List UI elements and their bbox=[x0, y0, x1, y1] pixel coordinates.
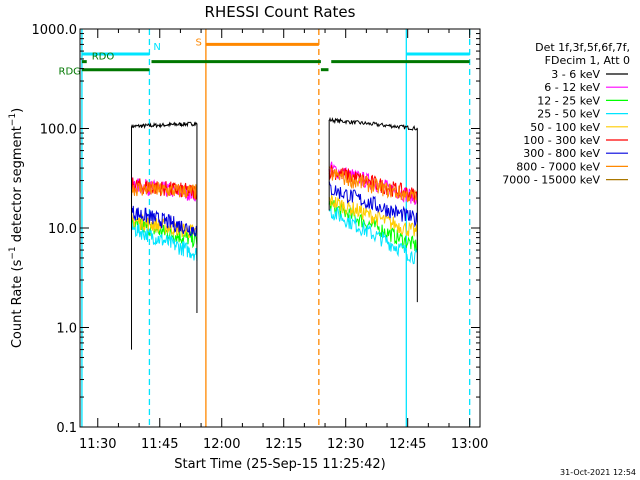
legend-header: Det 1f,3f,5f,6f,7f, bbox=[535, 41, 630, 54]
x-tick-label: 12:30 bbox=[327, 437, 364, 452]
series-line bbox=[328, 166, 418, 203]
x-tick-label: 11:45 bbox=[141, 437, 178, 452]
legend-entry-label: 7000 - 15000 keV bbox=[502, 174, 600, 187]
series-line bbox=[131, 177, 198, 200]
y-axis: 0.1 1.0 10.0 100.0 1000.0 bbox=[32, 23, 480, 436]
footer-timestamp: 31-Oct-2021 12:54 bbox=[560, 468, 636, 477]
y-axis-label-superscript: −1 bbox=[8, 246, 18, 259]
x-axis-label: Start Time (25-Sep-15 11:25:42) bbox=[174, 457, 385, 472]
legend-entry-label: 3 - 6 keV bbox=[551, 68, 600, 81]
series-lines bbox=[131, 116, 418, 350]
legend-entry-label: 25 - 50 keV bbox=[537, 108, 600, 121]
x-tick-label: 11:30 bbox=[79, 437, 116, 452]
x-tick-label: 12:00 bbox=[203, 437, 240, 452]
y-axis-label-part: detector segment bbox=[10, 126, 25, 246]
y-tick-label: 1.0 bbox=[56, 322, 77, 337]
series-line bbox=[328, 181, 418, 228]
y-axis-label-part: ) bbox=[10, 108, 25, 113]
legend: Det 1f,3f,5f,6f,7f,FDecim 1, Att 03 - 6 … bbox=[502, 41, 630, 187]
x-tick-label: 13:00 bbox=[451, 437, 488, 452]
y-axis-label-superscript: −1 bbox=[8, 113, 18, 126]
series-line bbox=[328, 116, 418, 131]
legend-entry-label: 50 - 100 keV bbox=[530, 121, 600, 134]
legend-entry-label: 12 - 25 keV bbox=[537, 94, 600, 107]
y-tick-label: 100.0 bbox=[40, 123, 77, 138]
y-tick-label: 10.0 bbox=[48, 222, 77, 237]
legend-entry-label: 800 - 7000 keV bbox=[516, 160, 600, 173]
y-axis-label: Count Rate (s−1 detector segment−1) bbox=[8, 108, 25, 348]
series-line bbox=[328, 207, 418, 265]
series-line bbox=[131, 220, 198, 262]
flag-label: S bbox=[196, 37, 202, 48]
flag-label: N bbox=[153, 42, 160, 53]
flag-label: RDO bbox=[92, 52, 115, 63]
legend-entry-label: 6 - 12 keV bbox=[544, 81, 600, 94]
x-tick-label: 12:15 bbox=[265, 437, 302, 452]
legend-entry-label: 300 - 800 keV bbox=[523, 147, 600, 160]
flag-label: RDG bbox=[59, 67, 81, 78]
flag-bars: N S RDO RDG bbox=[59, 37, 470, 78]
series-line bbox=[131, 121, 198, 129]
legend-header: FDecim 1, Att 0 bbox=[545, 54, 630, 67]
x-tick-label: 12:45 bbox=[389, 437, 426, 452]
x-axis: 11:30 11:45 12:00 12:15 12:30 12:45 13:00 bbox=[79, 29, 488, 452]
series-line bbox=[328, 194, 418, 237]
series-line bbox=[131, 180, 198, 201]
series-line bbox=[131, 205, 198, 237]
y-axis-label-part: Count Rate (s bbox=[10, 259, 25, 348]
y-tick-label: 1000.0 bbox=[32, 23, 78, 38]
chart-title: RHESSI Count Rates bbox=[205, 3, 356, 21]
legend-entry-label: 100 - 300 keV bbox=[523, 134, 600, 147]
y-tick-label: 0.1 bbox=[56, 421, 77, 436]
